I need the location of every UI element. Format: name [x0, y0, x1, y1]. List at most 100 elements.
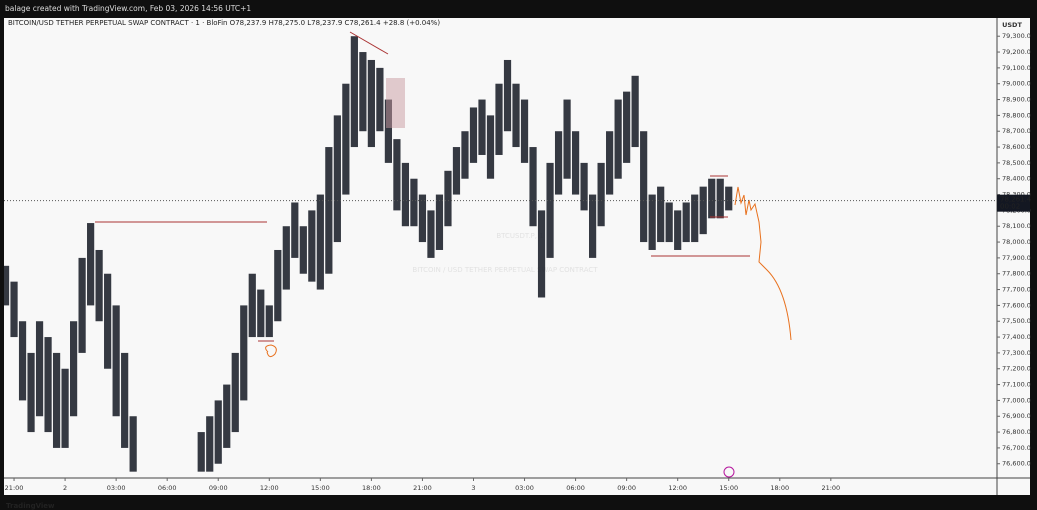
price-range: [206, 416, 214, 472]
y-tick-label: 77,400.0: [1002, 333, 1031, 341]
last-price-label: 78,261.4: [1000, 196, 1032, 204]
price-range: [325, 147, 333, 274]
watermark-subtitle: BITCOIN / USD TETHER PERPETUAL SWAP CONT…: [412, 266, 598, 274]
y-tick-label: 78,300.0: [1002, 191, 1031, 199]
price-range: [367, 59, 375, 148]
price-range: [231, 352, 239, 433]
price-range: [469, 107, 478, 163]
x-tick-label: 21:00: [5, 484, 24, 492]
legend: BITCOIN/USD TETHER PERPETUAL SWAP CONTRA…: [8, 19, 440, 27]
price-range: [665, 202, 673, 243]
x-tick-label: 21:00: [413, 484, 432, 492]
y-tick-label: 78,000.0: [1002, 238, 1031, 246]
price-range: [291, 202, 299, 258]
price-range: [4, 265, 10, 306]
y-tick-label: 76,800.0: [1002, 428, 1031, 436]
price-range: [274, 249, 282, 322]
last-price-badge: [997, 194, 1030, 212]
y-tick-label: 78,400.0: [1002, 175, 1031, 183]
x-tick-label: 12:00: [668, 484, 687, 492]
y-tick-label: 78,100.0: [1002, 222, 1031, 230]
price-range: [444, 170, 452, 227]
x-tick-label: 09:00: [617, 484, 636, 492]
price-range: [69, 321, 78, 417]
price-range: [631, 75, 639, 148]
y-tick-label: 77,500.0: [1002, 317, 1031, 325]
price-range: [657, 186, 665, 243]
price-range: [308, 210, 316, 282]
price-range: [606, 131, 614, 195]
price-range: [248, 273, 256, 338]
price-range: [384, 99, 393, 163]
price-range: [61, 368, 69, 448]
price-range: [333, 115, 341, 243]
price-range: [265, 305, 273, 338]
price-range: [87, 223, 95, 306]
price-range: [597, 162, 605, 227]
x-tick-label: 06:00: [158, 484, 177, 492]
price-range: [640, 131, 648, 243]
price-range: [401, 162, 410, 227]
currency: USDT: [1002, 21, 1022, 29]
y-tick-label: 79,200.0: [1002, 48, 1031, 56]
price-range: [435, 194, 444, 250]
footer: TradingView: [6, 502, 55, 510]
watermark: BTCUSDT.P, 1: [496, 232, 543, 240]
y-tick-label: 77,100.0: [1002, 381, 1031, 389]
price-range: [282, 226, 290, 290]
countdown: 00:02: [1000, 203, 1020, 211]
y-tick-label: 76,700.0: [1002, 444, 1031, 452]
price-range: [223, 384, 231, 448]
price-range: [240, 305, 248, 401]
price-range: [197, 432, 205, 472]
price-range: [359, 52, 367, 132]
y-tick-label: 76,600.0: [1002, 460, 1031, 468]
y-tick-label: 78,600.0: [1002, 143, 1031, 151]
price-range: [95, 249, 103, 322]
price-range: [257, 289, 265, 338]
y-tick-label: 76,900.0: [1002, 412, 1031, 420]
y-tick-label: 79,000.0: [1002, 80, 1031, 88]
price-range: [512, 83, 520, 148]
x-tick-label: 06:00: [566, 484, 585, 492]
price-range: [478, 99, 486, 155]
y-tick-label: 78,900.0: [1002, 96, 1031, 104]
price-range: [682, 202, 690, 243]
marks: [4, 36, 733, 472]
price-range: [716, 178, 724, 219]
price-range: [708, 178, 716, 219]
y-tick-label: 79,300.0: [1002, 32, 1031, 40]
price-range: [623, 91, 631, 163]
price-range: [529, 147, 537, 227]
y-tick-label: 77,600.0: [1002, 301, 1031, 309]
price-range: [121, 352, 129, 448]
price-range: [486, 115, 495, 179]
y-tick-label: 78,500.0: [1002, 159, 1031, 167]
price-range: [104, 273, 112, 369]
price-range: [725, 186, 733, 211]
price-range: [571, 131, 580, 195]
price-range: [376, 67, 384, 132]
x-tick-label: 03:00: [107, 484, 126, 492]
price-range: [461, 131, 469, 179]
y-tick-label: 79,100.0: [1002, 64, 1031, 72]
price-range: [44, 337, 52, 433]
price-range: [418, 194, 427, 243]
y-tick-label: 78,800.0: [1002, 111, 1031, 119]
price-range: [580, 162, 588, 211]
x-tick-label: 3: [471, 484, 475, 492]
price-range: [52, 352, 61, 448]
y-tick-label: 77,200.0: [1002, 365, 1031, 373]
price-range: [129, 416, 137, 472]
x-tick-label: 18:00: [362, 484, 381, 492]
x-tick-label: 15:00: [719, 484, 738, 492]
x-tick-label: 03:00: [515, 484, 534, 492]
price-range: [503, 59, 512, 132]
x-tick-label: 18:00: [770, 484, 789, 492]
price-range: [546, 162, 554, 258]
price-range: [589, 194, 597, 258]
y-tick-label: 78,700.0: [1002, 127, 1031, 135]
price-range: [316, 194, 324, 290]
